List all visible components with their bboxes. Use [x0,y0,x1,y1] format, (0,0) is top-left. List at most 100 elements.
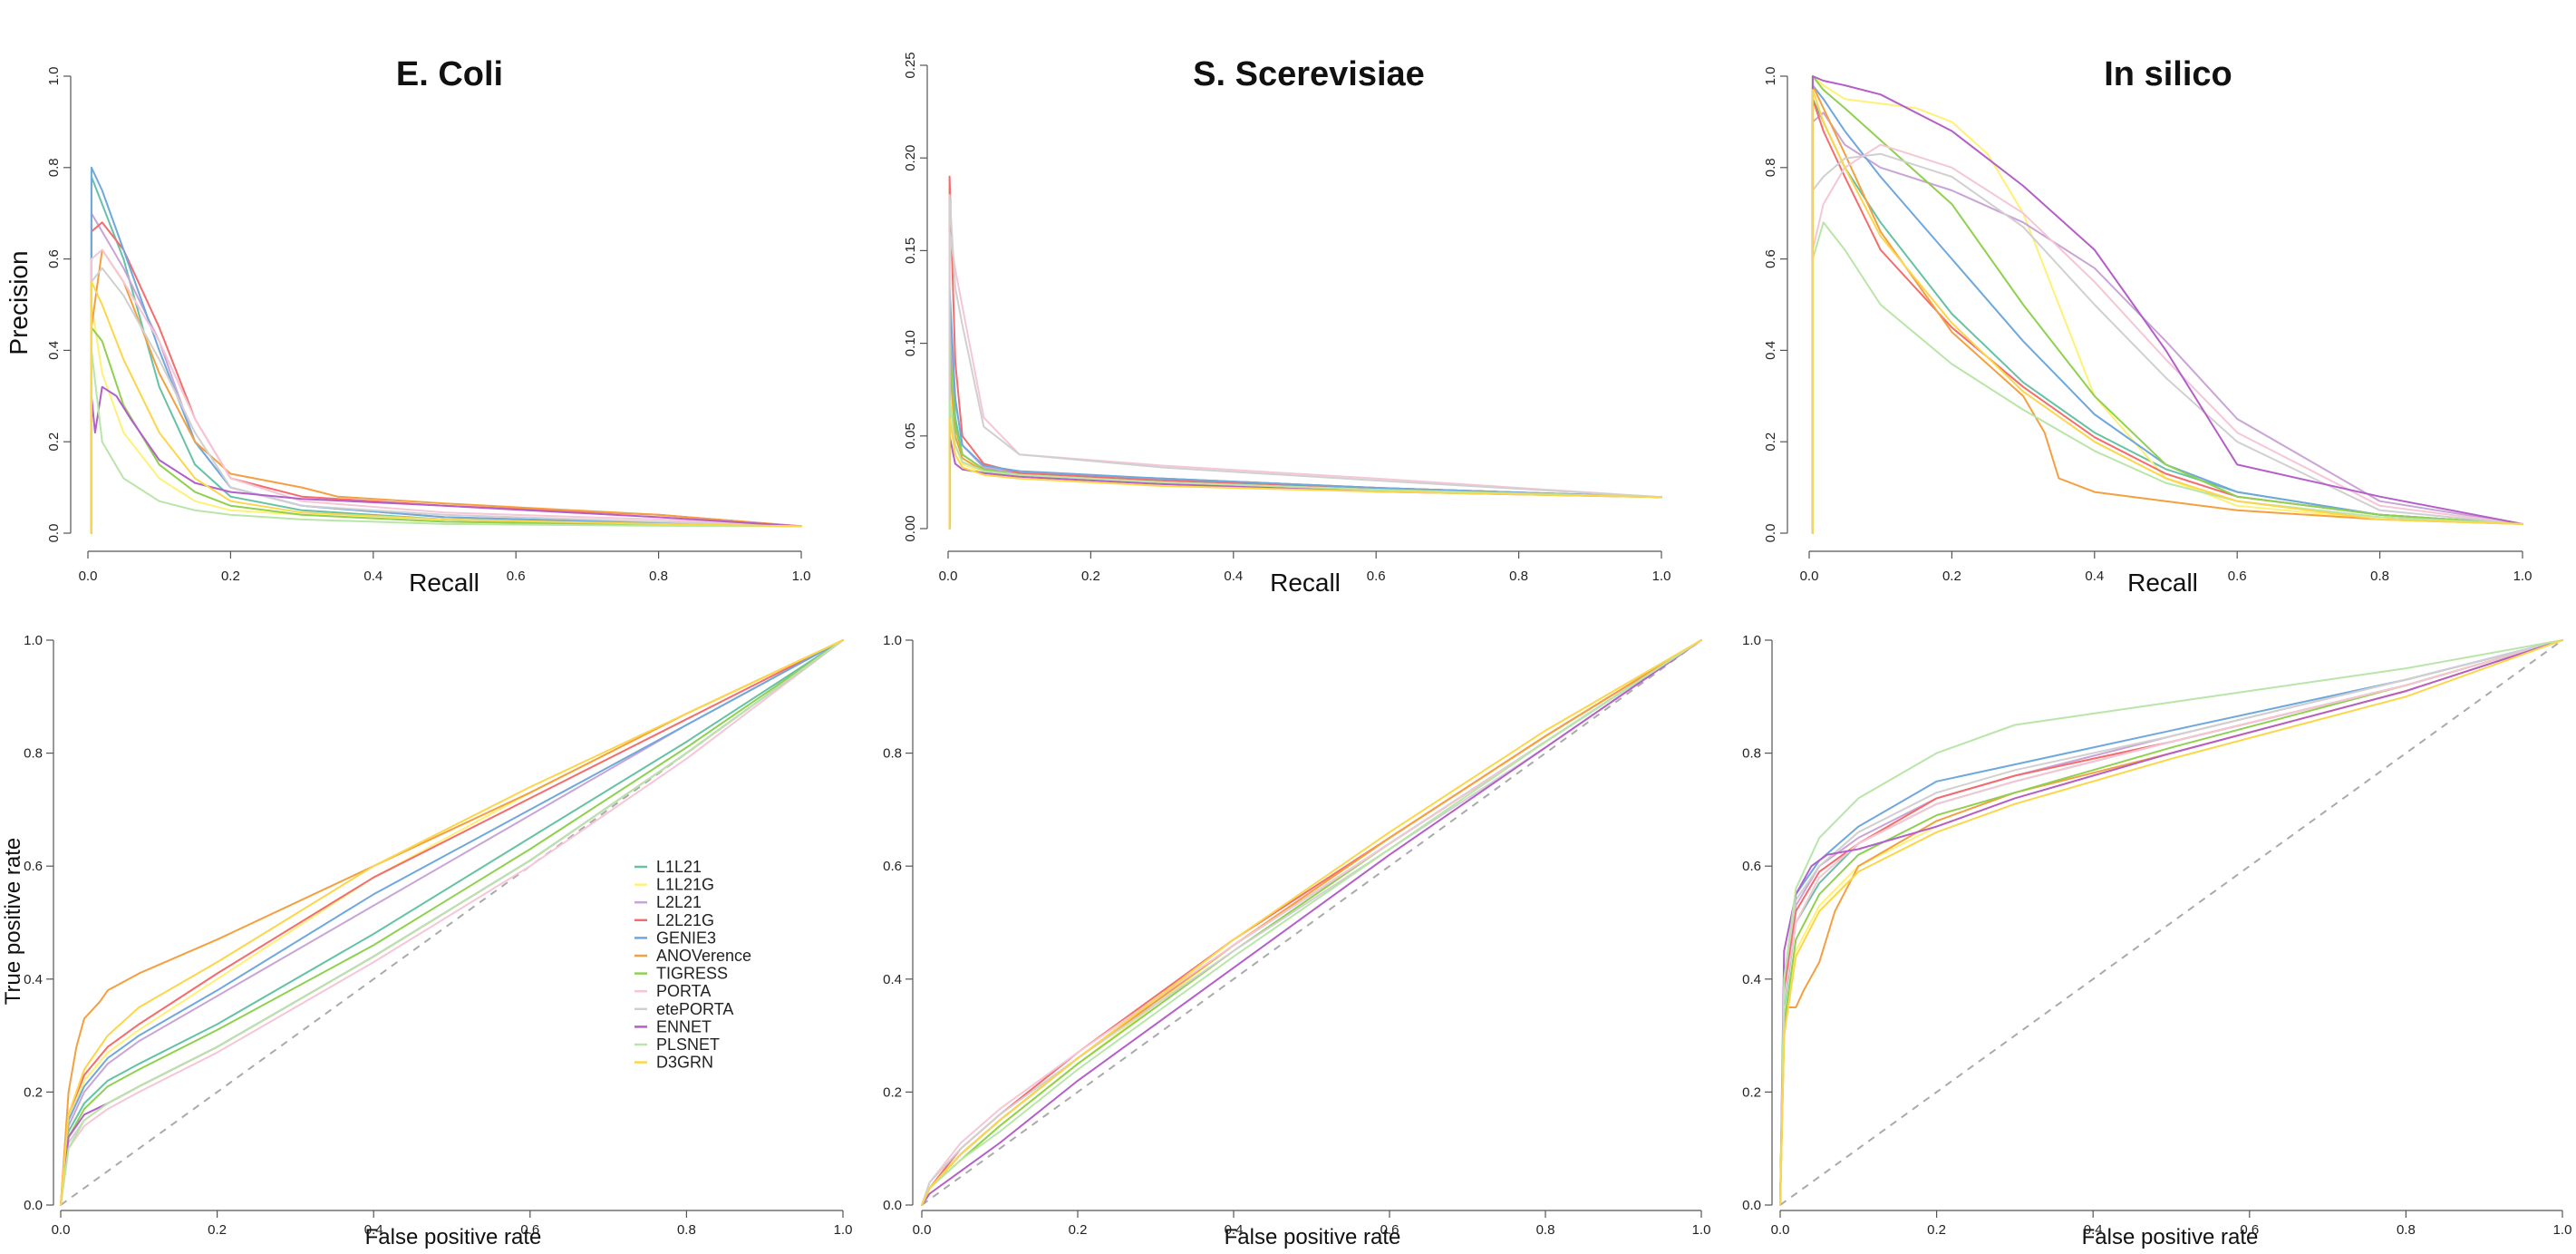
y-axis-label: True positive rate [1,838,25,1006]
series-line-porta [921,639,1702,1206]
x-tick-label: 0.6 [507,569,526,584]
x-tick-label: 0.2 [1942,569,1961,584]
series-line-l2l21 [60,639,844,1206]
y-tick-label: 0.8 [24,746,43,762]
panel-pr-insilico: In silico Recall 0.0 0.2 0.4 0.6 0.8 1.0 0.0 0.… [1763,55,2532,597]
y-tick-label: 0.10 [903,330,918,356]
series-line-plsnet [60,639,844,1206]
y-tick-label: 0.2 [883,1084,902,1100]
series-line-l1l21g [90,304,802,534]
x-tick-label: 0.8 [2397,1222,2416,1238]
y-tick-label: 0.8 [883,746,902,762]
y-tick-label: 0.4 [46,341,62,360]
x-tick-label: 0.4 [1224,569,1243,584]
series-line-l1l21g [948,379,1662,530]
panel-pr-scerevisiae: S. Scerevisiae Recall 0.0 0.2 0.4 0.6 0.8 1.0… [903,52,1671,597]
panel-roc-ecoli: False positive rate True positive rate L… [1,633,852,1249]
panel-title: E. Coli [396,55,503,93]
legend-label: PORTA [656,982,711,1000]
x-axis-label: False positive rate [1225,1225,1401,1249]
x-tick-label: 0.6 [1367,569,1386,584]
y-tick-label: 0.0 [1742,1198,1761,1213]
y-tick-label: 0.6 [1763,249,1778,268]
legend-label: L2L21 [656,893,702,911]
y-tick-label: 0.2 [24,1084,43,1100]
series-line-porta [90,248,802,534]
legend-label: PLSNET [656,1035,720,1054]
random-classifier-diagonal [921,639,1702,1206]
series-line-tigress [948,342,1662,530]
series-line-ennet [1811,75,2523,534]
series-line-anoverence [948,361,1662,530]
series-line-l1l21g [1811,75,2523,534]
x-tick-label: 1.0 [2513,569,2532,584]
series-line-genie3 [60,639,844,1206]
x-tick-label: 0.6 [520,1222,539,1238]
series-line-d3grn [90,280,802,534]
series-line-plsnet [90,349,802,534]
y-tick-label: 1.0 [883,633,902,648]
series-line-l2l21 [90,212,802,534]
y-tick-label: 1.0 [46,67,62,86]
y-tick-label: 0.20 [903,145,918,171]
panel-roc-scerevisiae: False positive rate 0.0 0.2 0.4 0.6 0.8 1.0 0.… [883,633,1710,1249]
x-tick-label: 0.4 [2085,569,2104,584]
series-line-d3grn [1779,639,2563,1206]
x-tick-label: 0.6 [1380,1222,1399,1238]
series-line-anoverence [60,639,844,1206]
x-tick-label: 0.4 [363,569,383,584]
series-line-porta [948,231,1662,530]
series-line-d3grn [948,416,1662,530]
series-line-d3grn [921,639,1702,1206]
x-tick-label: 0.0 [913,1222,932,1238]
x-tick-label: 0.4 [2084,1222,2103,1238]
series-line-d3grn [60,639,844,1206]
y-tick-label: 0.25 [903,52,918,78]
legend-label: L1L21G [656,876,714,894]
x-tick-label: 0.8 [649,569,668,584]
panel-title: S. Scerevisiae [1193,55,1425,93]
legend-label: etePORTA [656,1000,733,1018]
series-line-plsnet [921,639,1702,1206]
x-tick-label: 0.4 [1225,1222,1244,1238]
y-tick-label: 0.4 [1742,972,1761,987]
series-line-tigress [90,326,802,534]
legend-label: L2L21G [656,911,714,929]
series-line-eteporta [1811,152,2523,534]
y-tick-label: 0.0 [883,1198,902,1213]
series-line-genie3 [90,166,802,534]
x-axis-label: Recall [409,569,479,597]
legend-label: GENIE3 [656,928,716,947]
series-line-d3grn [1811,89,2523,534]
series-line-l2l21g [60,639,844,1206]
x-axis-label: False positive rate [365,1225,542,1249]
series-line-porta [60,639,844,1206]
series-line-plsnet [1779,639,2563,1206]
x-tick-label: 1.0 [1652,569,1671,584]
x-tick-label: 0.4 [364,1222,383,1238]
x-tick-label: 0.2 [208,1222,227,1238]
series-line-l1l21 [60,639,844,1206]
x-tick-label: 0.2 [1927,1222,1946,1238]
series-line-eteporta [90,267,802,534]
legend-label: TIGRESS [656,965,728,983]
series-line-tigress [1779,639,2563,1206]
x-tick-label: 0.8 [677,1222,696,1238]
y-tick-label: 0.15 [903,238,918,264]
series-line-plsnet [1811,221,2523,534]
series-line-porta [1779,639,2563,1206]
x-tick-label: 1.0 [1692,1222,1711,1238]
x-tick-label: 0.0 [79,569,98,584]
series-line-ennet [90,385,802,534]
y-tick-label: 0.8 [46,158,62,177]
series-line-porta [1811,143,2523,534]
series-line-plsnet [948,397,1662,530]
y-tick-label: 0.6 [883,859,902,874]
legend-label: ANOVerence [656,947,751,965]
x-tick-label: 0.0 [52,1222,71,1238]
x-tick-label: 1.0 [792,569,811,584]
y-tick-label: 0.8 [1763,158,1778,177]
x-tick-label: 0.8 [1536,1222,1555,1238]
x-tick-label: 0.6 [2228,569,2247,584]
